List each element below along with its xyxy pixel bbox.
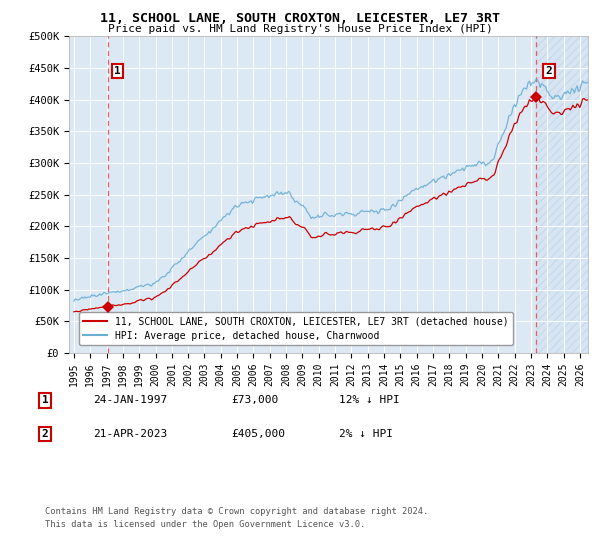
Text: 1: 1 [114, 66, 121, 76]
Legend: 11, SCHOOL LANE, SOUTH CROXTON, LEICESTER, LE7 3RT (detached house), HPI: Averag: 11, SCHOOL LANE, SOUTH CROXTON, LEICESTE… [79, 312, 512, 345]
Text: 21-APR-2023: 21-APR-2023 [93, 429, 167, 439]
Text: 12% ↓ HPI: 12% ↓ HPI [339, 395, 400, 405]
Text: 2: 2 [41, 429, 49, 439]
Text: 2: 2 [545, 66, 553, 76]
Text: 11, SCHOOL LANE, SOUTH CROXTON, LEICESTER, LE7 3RT: 11, SCHOOL LANE, SOUTH CROXTON, LEICESTE… [100, 12, 500, 25]
Text: 1: 1 [41, 395, 49, 405]
Text: £405,000: £405,000 [231, 429, 285, 439]
Text: 24-JAN-1997: 24-JAN-1997 [93, 395, 167, 405]
Bar [536, 36, 588, 353]
Text: Contains HM Land Registry data © Crown copyright and database right 2024.
This d: Contains HM Land Registry data © Crown c… [45, 507, 428, 529]
Text: Price paid vs. HM Land Registry's House Price Index (HPI): Price paid vs. HM Land Registry's House … [107, 24, 493, 34]
Text: £73,000: £73,000 [231, 395, 278, 405]
Bar [536, 36, 588, 353]
Text: 2% ↓ HPI: 2% ↓ HPI [339, 429, 393, 439]
